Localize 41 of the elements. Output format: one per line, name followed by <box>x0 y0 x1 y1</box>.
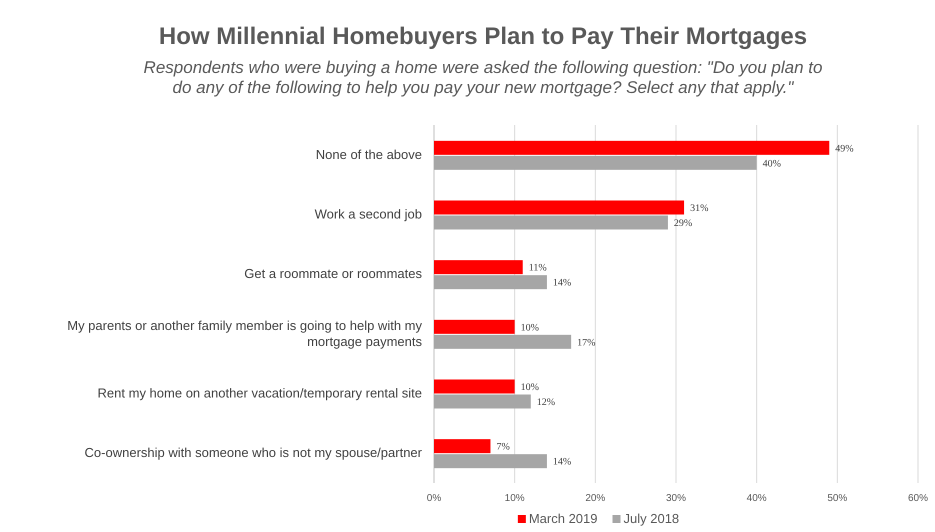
x-tick-label: 50% <box>827 493 848 504</box>
x-tick-label: 20% <box>585 493 606 504</box>
bar <box>434 380 515 394</box>
chart-title: How Millennial Homebuyers Plan to Pay Their Mortgages <box>158 23 808 50</box>
bar <box>434 260 523 274</box>
bar <box>434 200 684 214</box>
y-tick-label: Work a second job <box>314 206 422 222</box>
data-label: 29% <box>674 218 692 229</box>
bar <box>434 439 490 454</box>
y-tick-label: My parents or another family member is going to help with my mortgage payments <box>67 318 422 349</box>
y-tick-label: Rent my home on another vacation/temporary rental site <box>98 386 422 400</box>
data-label: 14% <box>552 456 572 468</box>
data-label: 17% <box>577 337 596 348</box>
bar <box>434 334 572 349</box>
data-label: 40% <box>762 158 782 170</box>
legend-label: March 2019 <box>528 511 598 526</box>
bar <box>434 394 531 408</box>
y-tick-label: Get a roommate or roommates <box>244 266 422 282</box>
bar <box>434 216 668 230</box>
data-label: 10% <box>520 322 540 334</box>
x-tick-label: 60% <box>908 493 928 504</box>
chart-subtitle: Respondents who were buying a home were asked the following question: "Do you plan to do any of the following to help you pay your new mortgage? Select any that apply." <box>144 58 822 97</box>
data-label: 14% <box>552 278 572 289</box>
data-label: 7% <box>496 442 510 453</box>
legend-label: July 2018 <box>624 511 680 526</box>
y-tick-label: Co-ownership with someone who is not my spouse/partner <box>84 445 423 460</box>
x-tick-label: 30% <box>666 493 686 504</box>
x-tick-label: 40% <box>746 493 767 504</box>
data-label: 12% <box>536 397 556 408</box>
x-tick-label: 10% <box>504 493 525 504</box>
bar <box>434 140 830 155</box>
data-label: 11% <box>528 262 547 274</box>
data-label: 31% <box>690 203 708 214</box>
bar <box>434 156 757 170</box>
bar <box>434 454 547 468</box>
y-tick-label: None of the above <box>316 146 422 162</box>
data-label: 10% <box>520 382 540 393</box>
data-label: 49% <box>835 143 854 154</box>
bar <box>434 320 515 334</box>
x-tick-label: 0% <box>426 493 442 504</box>
bar <box>434 275 547 290</box>
